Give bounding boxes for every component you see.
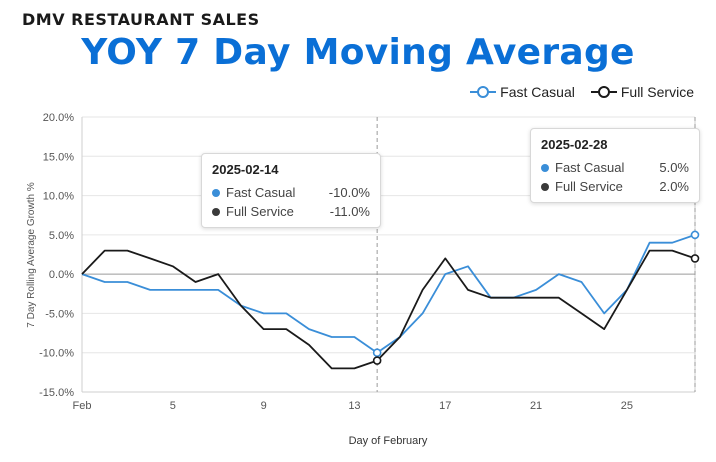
tooltip-series-name: Fast Casual bbox=[555, 160, 625, 175]
y-tick-label: 10.0% bbox=[43, 191, 74, 203]
tooltip-series-value: 5.0% bbox=[659, 160, 689, 175]
x-tick-label: 5 bbox=[170, 400, 176, 412]
tooltip-row-fast-casual: Fast Casual 5.0% bbox=[541, 158, 689, 177]
point-fast-casual bbox=[690, 230, 700, 240]
point-full-service bbox=[372, 356, 382, 365]
tooltip-row-full-service: Full Service -11.0% bbox=[212, 202, 370, 221]
legend-label-full-service: Full Service bbox=[620, 84, 694, 100]
y-tick-label: 0.0% bbox=[49, 269, 74, 281]
y-tick-label: 5.0% bbox=[49, 230, 74, 242]
point-full-service bbox=[690, 254, 700, 263]
x-tick-label: 9 bbox=[261, 400, 267, 412]
tooltip-series-name: Full Service bbox=[555, 179, 623, 194]
y-tick-label: -10.0% bbox=[39, 348, 74, 360]
legend-swatch-full-service bbox=[590, 86, 617, 98]
tooltip-row-full-service: Full Service 2.0% bbox=[541, 177, 689, 196]
chart-eyebrow: DMV RESTAURANT SALES bbox=[22, 10, 260, 29]
series bbox=[81, 230, 700, 370]
x-tick-label: 21 bbox=[530, 400, 542, 412]
chart-title: YOY 7 Day Moving Average bbox=[81, 32, 635, 73]
tooltip-series-name: Fast Casual bbox=[226, 185, 296, 200]
tooltip-series-name: Full Service bbox=[226, 204, 294, 219]
y-tick-label: 20.0% bbox=[43, 112, 74, 124]
tooltip-date: 2025-02-28 bbox=[541, 137, 608, 152]
y-axis-title: 7 Day Rolling Average Growth % bbox=[26, 182, 37, 328]
x-tick-label: Feb bbox=[73, 400, 92, 412]
full-service-dot-icon bbox=[541, 182, 549, 191]
axes: 20.0% 15.0% 10.0% 5.0% 0.0% -5.0% -10.0% -15.0%… bbox=[39, 112, 696, 412]
tooltip-series-value: -11.0% bbox=[329, 204, 370, 219]
x-tick-label: 17 bbox=[439, 400, 451, 412]
full-service-dot-icon bbox=[212, 207, 220, 216]
point-fast-casual bbox=[372, 348, 382, 358]
tooltip-date: 2025-02-14 bbox=[212, 162, 279, 177]
legend-item-fast-casual[interactable]: Fast Casual bbox=[470, 84, 575, 100]
tooltip-row-fast-casual: Fast Casual -10.0% bbox=[212, 183, 370, 202]
y-tick-label: 15.0% bbox=[43, 151, 74, 163]
x-tick-label: 13 bbox=[348, 400, 360, 412]
x-tick-label: 25 bbox=[621, 400, 633, 412]
fast-casual-dot-icon bbox=[541, 163, 549, 172]
tooltip-series-value: -10.0% bbox=[328, 185, 370, 200]
fast-casual-dot-icon bbox=[212, 188, 220, 197]
x-axis-title: Day of February bbox=[349, 435, 428, 447]
legend: Fast Casual Full Service bbox=[470, 84, 694, 100]
y-tick-label: -5.0% bbox=[45, 308, 74, 320]
tooltip-feb-28: 2025-02-28 Fast Casual 5.0% Full Service… bbox=[530, 128, 700, 203]
legend-swatch-fast-casual bbox=[470, 86, 497, 98]
series-line-full-service bbox=[81, 249, 696, 370]
tooltip-feb-14: 2025-02-14 Fast Casual -10.0% Full Servi… bbox=[201, 153, 381, 228]
y-tick-label: -15.0% bbox=[39, 387, 74, 399]
legend-label-fast-casual: Fast Casual bbox=[500, 84, 575, 100]
tooltip-series-value: 2.0% bbox=[659, 179, 689, 194]
series-line-fast-casual bbox=[81, 234, 696, 354]
legend-item-full-service[interactable]: Full Service bbox=[590, 84, 694, 100]
